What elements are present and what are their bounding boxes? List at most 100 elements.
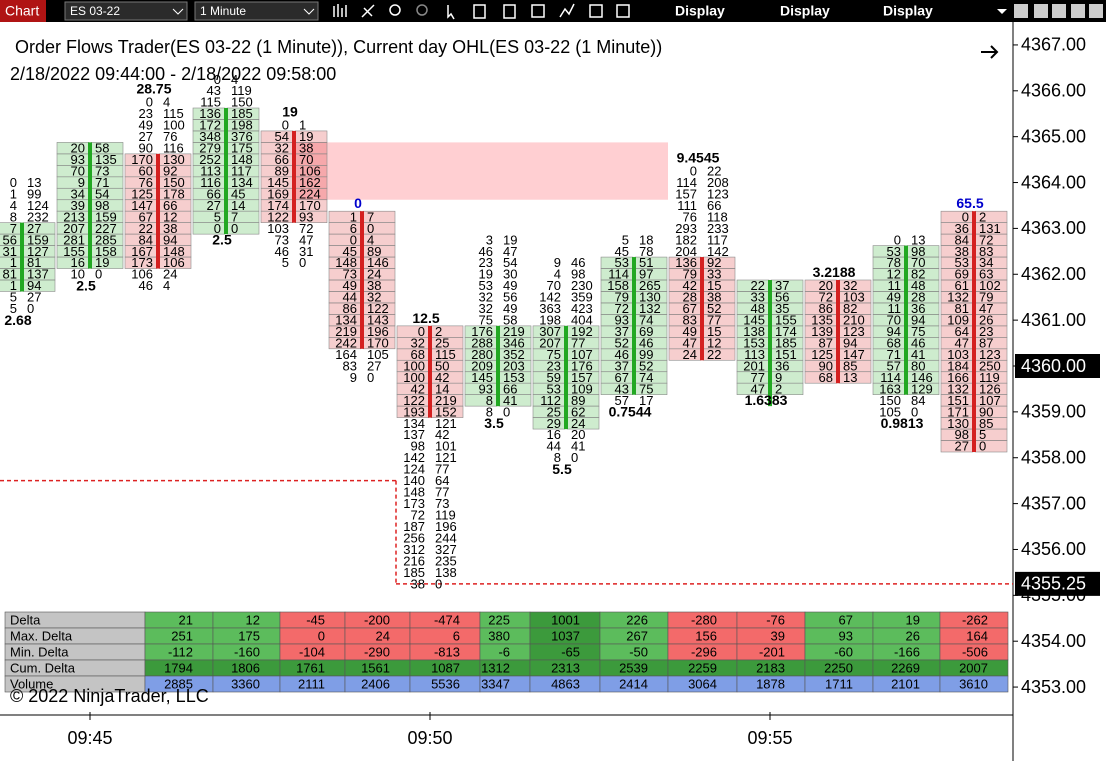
zoom-in-icon[interactable] xyxy=(389,4,401,16)
bid-volume: 1 xyxy=(10,255,17,270)
ask-volume: 80 xyxy=(911,358,925,373)
bid-volume: 90 xyxy=(139,141,153,156)
bid-volume: 164 xyxy=(335,347,357,362)
bid-volume: 46 xyxy=(615,347,629,362)
table-value: 1312 xyxy=(481,660,510,675)
bid-volume: 79 xyxy=(615,290,629,305)
ask-volume: 73 xyxy=(435,496,449,511)
bar-label: 2.68 xyxy=(4,312,31,328)
ask-volume: 63 xyxy=(979,267,993,282)
bid-volume: 81 xyxy=(3,267,17,282)
bid-volume: 288 xyxy=(471,336,493,351)
bid-volume: 79 xyxy=(683,267,697,282)
bid-volume: 19 xyxy=(479,267,493,282)
display-menu[interactable]: Display xyxy=(780,3,830,19)
ask-volume: 78 xyxy=(639,244,653,259)
restore-button[interactable] xyxy=(1071,4,1085,18)
chart-header: Order Flows Trader(ES 03-22 (1 Minute)),… xyxy=(15,37,662,57)
bid-volume: 187 xyxy=(403,519,425,534)
ask-volume: 19 xyxy=(299,129,313,144)
ask-volume: 107 xyxy=(571,347,593,362)
table-value: -45 xyxy=(306,612,325,627)
ask-volume: 121 xyxy=(435,416,457,431)
ask-volume: 94 xyxy=(911,313,925,328)
bid-volume: 53 xyxy=(887,244,901,259)
bid-volume: 84 xyxy=(139,232,153,247)
table-value: -160 xyxy=(234,644,260,659)
bid-volume: 83 xyxy=(683,313,697,328)
bid-volume: 48 xyxy=(751,301,765,316)
ask-volume: 49 xyxy=(503,278,517,293)
scroll-arrow[interactable] xyxy=(981,45,999,59)
table-row-label: Max. Delta xyxy=(10,628,73,643)
ask-volume: 54 xyxy=(95,186,109,201)
bid-volume: 68 xyxy=(411,347,425,362)
minimize-button[interactable] xyxy=(1014,4,1028,18)
table-value: 0 xyxy=(318,628,325,643)
bid-volume: 36 xyxy=(955,221,969,236)
strategy-icon[interactable] xyxy=(531,4,545,18)
bid-volume: 52 xyxy=(615,336,629,351)
bars-icon[interactable] xyxy=(333,4,347,17)
ask-volume: 92 xyxy=(163,164,177,179)
ask-volume: 146 xyxy=(911,370,933,385)
ask-volume: 0 xyxy=(299,255,306,270)
bid-volume: 44 xyxy=(547,439,561,454)
bid-volume: 252 xyxy=(199,152,221,167)
bid-volume: 173 xyxy=(131,255,153,270)
snapshot-icon[interactable] xyxy=(616,4,630,18)
bid-volume: 34 xyxy=(71,186,85,201)
bid-volume: 113 xyxy=(200,164,221,179)
table-value: 1561 xyxy=(361,660,390,675)
ask-volume: 178 xyxy=(163,186,185,201)
ask-volume: 147 xyxy=(843,347,865,362)
instrument-dropdown[interactable] xyxy=(64,1,188,21)
table-row-label: Volume xyxy=(10,676,53,691)
pin-button[interactable] xyxy=(1034,4,1048,18)
ask-volume: 185 xyxy=(775,336,797,351)
bid-volume: 242 xyxy=(335,336,357,351)
bid-volume: 171 xyxy=(947,404,969,419)
table-value: 2414 xyxy=(619,676,648,691)
bid-volume: 68 xyxy=(887,336,901,351)
pointer-icon[interactable] xyxy=(447,5,455,20)
chart-tab[interactable] xyxy=(0,0,46,22)
ask-volume: 35 xyxy=(775,301,789,316)
table-value: 1878 xyxy=(756,676,785,691)
table-value: -166 xyxy=(894,644,920,659)
close-button[interactable] xyxy=(1089,4,1103,18)
bid-volume: 3 xyxy=(486,232,493,247)
price-tick-label: 4359.00 xyxy=(1021,402,1086,422)
draw-icon[interactable] xyxy=(361,4,375,18)
bid-volume: 145 xyxy=(743,313,765,328)
ask-volume: 47 xyxy=(299,232,313,247)
table-value: -60 xyxy=(834,644,853,659)
ask-volume: 82 xyxy=(911,267,925,282)
ask-volume: 103 xyxy=(843,290,865,305)
table-value: 225 xyxy=(488,612,510,627)
interval-dropdown[interactable] xyxy=(194,1,319,21)
ask-volume: 4 xyxy=(163,95,170,110)
properties-icon[interactable] xyxy=(473,4,486,19)
ask-volume: 81 xyxy=(27,255,41,270)
bid-volume: 166 xyxy=(947,370,969,385)
ask-volume: 62 xyxy=(571,404,585,419)
template-icon[interactable] xyxy=(503,4,516,19)
layout-icon[interactable] xyxy=(589,4,603,18)
ask-volume: 106 xyxy=(163,255,185,270)
display-menu[interactable]: Display xyxy=(883,3,933,19)
ask-volume: 4 xyxy=(163,278,170,293)
bid-volume: 103 xyxy=(267,221,289,236)
bid-volume: 49 xyxy=(343,278,357,293)
bid-volume: 1 xyxy=(10,186,17,201)
ask-volume: 131 xyxy=(979,221,1001,236)
bid-volume: 27 xyxy=(139,129,153,144)
bid-volume: 312 xyxy=(403,542,425,557)
indicator-icon[interactable] xyxy=(559,3,575,18)
ask-volume: 14 xyxy=(435,381,449,396)
candle-body xyxy=(292,130,296,223)
zoom-out-icon[interactable] xyxy=(416,4,428,16)
menu-arrow[interactable] xyxy=(997,9,1007,14)
display-menu[interactable]: Display xyxy=(675,3,725,19)
maximize-button[interactable] xyxy=(1052,4,1066,18)
